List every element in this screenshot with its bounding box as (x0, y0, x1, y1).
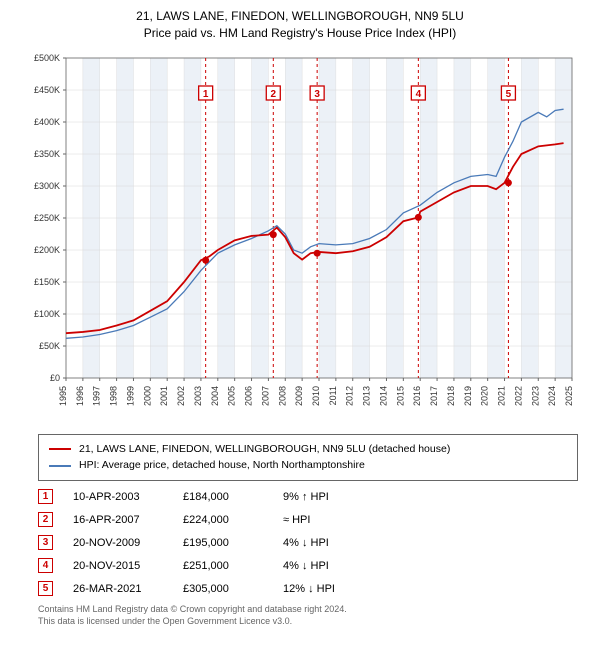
svg-text:2007: 2007 (260, 386, 270, 406)
svg-text:£150K: £150K (34, 277, 60, 287)
svg-text:2015: 2015 (395, 386, 405, 406)
svg-text:2003: 2003 (193, 386, 203, 406)
svg-text:2017: 2017 (429, 386, 439, 406)
transaction-row: 2 16-APR-2007 £224,000 ≈ HPI (38, 512, 578, 527)
legend-item-property: 21, LAWS LANE, FINEDON, WELLINGBOROUGH, … (49, 441, 567, 458)
transaction-date: 26-MAR-2021 (73, 583, 163, 595)
svg-text:2011: 2011 (328, 386, 338, 405)
chart-title: 21, LAWS LANE, FINEDON, WELLINGBOROUGH, … (8, 8, 592, 42)
svg-text:£0: £0 (50, 373, 60, 383)
svg-text:1996: 1996 (75, 386, 85, 406)
marker-number-box: 2 (38, 512, 53, 527)
transaction-price: £224,000 (183, 514, 263, 526)
svg-text:2002: 2002 (176, 386, 186, 406)
svg-text:2010: 2010 (311, 386, 321, 406)
transaction-delta: 4% ↓ HPI (283, 560, 363, 572)
marker-number-box: 3 (38, 535, 53, 550)
svg-text:1998: 1998 (109, 386, 119, 406)
line-chart: £0 £50K £100K £150K £200K £250K £300K £350K £400… (20, 48, 580, 428)
svg-text:1999: 1999 (125, 386, 135, 406)
svg-text:2: 2 (271, 89, 277, 100)
transaction-date: 10-APR-2003 (73, 491, 163, 503)
svg-text:2024: 2024 (547, 386, 557, 406)
svg-text:2020: 2020 (480, 386, 490, 406)
marker-number-box: 1 (38, 489, 53, 504)
legend-label: HPI: Average price, detached house, Nort… (79, 457, 365, 474)
transaction-delta: 12% ↓ HPI (283, 583, 363, 595)
svg-text:£400K: £400K (34, 117, 60, 127)
svg-text:2022: 2022 (513, 386, 523, 406)
chart-area: £0 £50K £100K £150K £200K £250K £300K £350K £400… (20, 48, 580, 428)
title-subtitle: Price paid vs. HM Land Registry's House … (8, 25, 592, 42)
svg-text:2013: 2013 (362, 386, 372, 406)
svg-text:2001: 2001 (159, 386, 169, 406)
transaction-price: £305,000 (183, 583, 263, 595)
svg-text:1: 1 (203, 89, 209, 100)
transaction-date: 20-NOV-2015 (73, 560, 163, 572)
svg-text:2021: 2021 (497, 386, 507, 406)
svg-text:£50K: £50K (39, 341, 60, 351)
svg-text:2005: 2005 (227, 386, 237, 406)
transaction-price: £251,000 (183, 560, 263, 572)
svg-text:2004: 2004 (210, 386, 220, 406)
svg-text:£250K: £250K (34, 213, 60, 223)
svg-text:£450K: £450K (34, 85, 60, 95)
transaction-row: 4 20-NOV-2015 £251,000 4% ↓ HPI (38, 558, 578, 573)
svg-text:2012: 2012 (345, 386, 355, 406)
transaction-date: 20-NOV-2009 (73, 537, 163, 549)
svg-text:£100K: £100K (34, 309, 60, 319)
marker-number-box: 5 (38, 581, 53, 596)
svg-text:1995: 1995 (58, 386, 68, 406)
title-address: 21, LAWS LANE, FINEDON, WELLINGBOROUGH, … (8, 8, 592, 25)
svg-text:2000: 2000 (142, 386, 152, 406)
footer: Contains HM Land Registry data © Crown c… (38, 604, 578, 627)
legend: 21, LAWS LANE, FINEDON, WELLINGBOROUGH, … (38, 434, 578, 482)
transaction-delta: 9% ↑ HPI (283, 491, 363, 503)
transaction-delta: 4% ↓ HPI (283, 537, 363, 549)
svg-text:2023: 2023 (530, 386, 540, 406)
svg-text:£500K: £500K (34, 53, 60, 63)
transaction-row: 3 20-NOV-2009 £195,000 4% ↓ HPI (38, 535, 578, 550)
svg-text:3: 3 (314, 89, 320, 100)
transaction-delta: ≈ HPI (283, 514, 363, 526)
transaction-table: 1 10-APR-2003 £184,000 9% ↑ HPI 2 16-APR-2007… (38, 489, 578, 596)
transaction-price: £195,000 (183, 537, 263, 549)
marker-number-box: 4 (38, 558, 53, 573)
svg-text:2006: 2006 (244, 386, 254, 406)
svg-text:2016: 2016 (412, 386, 422, 406)
svg-text:2018: 2018 (446, 386, 456, 406)
svg-text:4: 4 (416, 89, 422, 100)
svg-text:£200K: £200K (34, 245, 60, 255)
svg-text:2025: 2025 (564, 386, 574, 406)
transaction-price: £184,000 (183, 491, 263, 503)
svg-text:2008: 2008 (277, 386, 287, 406)
svg-text:£300K: £300K (34, 181, 60, 191)
legend-swatch-property (49, 448, 71, 450)
svg-text:£350K: £350K (34, 149, 60, 159)
legend-swatch-hpi (49, 465, 71, 467)
svg-text:2014: 2014 (378, 386, 388, 406)
transaction-row: 1 10-APR-2003 £184,000 9% ↑ HPI (38, 489, 578, 504)
legend-label: 21, LAWS LANE, FINEDON, WELLINGBOROUGH, … (79, 441, 450, 458)
svg-text:5: 5 (506, 89, 512, 100)
transaction-date: 16-APR-2007 (73, 514, 163, 526)
transaction-row: 5 26-MAR-2021 £305,000 12% ↓ HPI (38, 581, 578, 596)
svg-text:1997: 1997 (92, 386, 102, 406)
legend-item-hpi: HPI: Average price, detached house, Nort… (49, 457, 567, 474)
svg-text:2009: 2009 (294, 386, 304, 406)
footer-line: Contains HM Land Registry data © Crown c… (38, 604, 578, 616)
svg-text:2019: 2019 (463, 386, 473, 406)
footer-line: This data is licensed under the Open Gov… (38, 616, 578, 628)
